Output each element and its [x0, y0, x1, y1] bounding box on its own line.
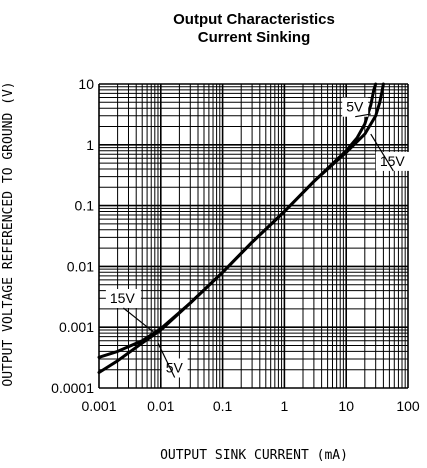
- annotation-0: 5V: [342, 97, 371, 118]
- minor-grid: [99, 84, 408, 388]
- x-tick-label: 0.001: [81, 398, 116, 414]
- y-tick-label: 1: [86, 137, 94, 153]
- series-layer: [97, 82, 385, 374]
- chart-subtitle: Current Sinking: [198, 29, 311, 46]
- x-tick-label: 0.1: [213, 398, 233, 414]
- x-tick-label: 10: [338, 398, 354, 414]
- annotation-label: 15V: [110, 290, 136, 306]
- annotation-layer: 5V 15V 15V 5V: [105, 97, 411, 378]
- x-tick-label: 1: [281, 398, 289, 414]
- annotation-bg: [342, 97, 369, 117]
- annotation-pointer: [157, 342, 176, 378]
- annotation-label: 5V: [346, 99, 364, 115]
- y-tick-label: 0.0001: [51, 380, 94, 396]
- y-tick-label: 0.01: [67, 258, 94, 274]
- annotation-1: 15V: [370, 133, 411, 172]
- annotation-3: 5V: [157, 342, 188, 378]
- y-tick-label: 0.001: [59, 319, 94, 335]
- annotation-bg: [105, 289, 141, 309]
- annotation-pointer: [370, 133, 394, 172]
- annotation-label: 5V: [166, 359, 184, 375]
- chart-title: Output Characteristics: [173, 11, 335, 28]
- series-line-5v: [97, 82, 378, 374]
- series-line-15v: [97, 82, 385, 359]
- major-grid: [98, 83, 409, 389]
- annotation-label: 15V: [380, 153, 406, 169]
- y-tick-labels: 0.0001 0.001 0.01 0.1 1 10: [51, 76, 94, 396]
- x-tick-label: 0.01: [147, 398, 174, 414]
- x-tick-labels: 0.001 0.01 0.1 1 10 100: [81, 398, 419, 414]
- y-axis-label: OUTPUT VOLTAGE REFERENCED TO GROUND (V): [1, 81, 16, 386]
- y-tick-label: 10: [78, 76, 94, 92]
- annotation-pointer: [355, 113, 371, 118]
- annotation-2: 15V: [105, 289, 156, 334]
- y-tick-label: 0.1: [75, 198, 95, 214]
- x-tick-label: 100: [396, 398, 420, 414]
- annotation-pointer: [123, 307, 156, 334]
- x-axis-label: OUTPUT SINK CURRENT (mA): [160, 448, 348, 463]
